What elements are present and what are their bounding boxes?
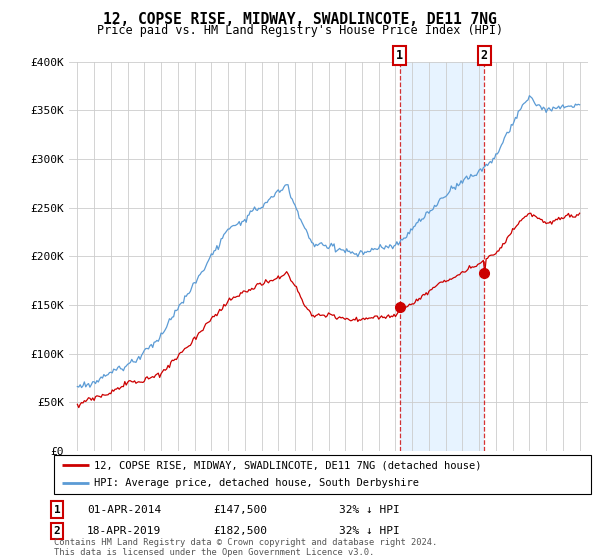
Text: £182,500: £182,500: [213, 526, 267, 536]
Text: 2: 2: [481, 49, 488, 62]
Bar: [400, 62, 484, 451]
Text: 32% ↓ HPI: 32% ↓ HPI: [339, 505, 400, 515]
Text: Price paid vs. HM Land Registry's House Price Index (HPI): Price paid vs. HM Land Registry's House …: [97, 24, 503, 36]
Text: 12, COPSE RISE, MIDWAY, SWADLINCOTE, DE11 7NG: 12, COPSE RISE, MIDWAY, SWADLINCOTE, DE1…: [103, 12, 497, 27]
Text: 18-APR-2019: 18-APR-2019: [87, 526, 161, 536]
Text: 1: 1: [396, 49, 403, 62]
Text: 2: 2: [53, 526, 61, 536]
Text: 12, COPSE RISE, MIDWAY, SWADLINCOTE, DE11 7NG (detached house): 12, COPSE RISE, MIDWAY, SWADLINCOTE, DE1…: [94, 460, 482, 470]
Text: Contains HM Land Registry data © Crown copyright and database right 2024.
This d: Contains HM Land Registry data © Crown c…: [54, 538, 437, 557]
Text: 1: 1: [53, 505, 61, 515]
FancyBboxPatch shape: [54, 455, 591, 494]
Text: 01-APR-2014: 01-APR-2014: [87, 505, 161, 515]
Text: 32% ↓ HPI: 32% ↓ HPI: [339, 526, 400, 536]
Text: HPI: Average price, detached house, South Derbyshire: HPI: Average price, detached house, Sout…: [94, 478, 419, 488]
Text: £147,500: £147,500: [213, 505, 267, 515]
